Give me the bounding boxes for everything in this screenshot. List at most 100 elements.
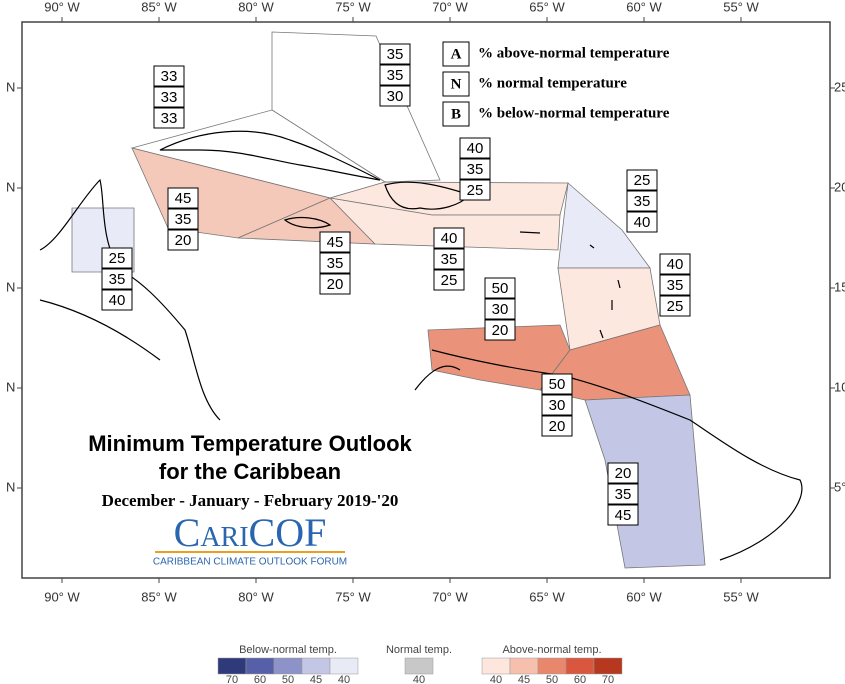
lat-label: 20 <box>834 179 845 194</box>
value-label: 35 <box>615 486 632 503</box>
title-block: Minimum Temperature Outlook for the Cari… <box>88 431 412 568</box>
value-box <box>541 415 573 437</box>
value-box <box>659 253 691 275</box>
value-box <box>459 179 491 201</box>
lon-label: 85° W <box>141 0 177 14</box>
value-box <box>541 394 573 416</box>
lat-label: 5° <box>834 479 845 494</box>
key: A % above-normal temperature N % normal tem… <box>442 41 670 127</box>
value-label: 35 <box>109 271 126 288</box>
colorbar-swatch <box>245 657 275 675</box>
lat-label: N <box>6 79 15 94</box>
axis-labels: 90° W 90° W 85° W 85° W 80° W 80° W 75° W 75° W… <box>6 0 845 604</box>
value-box <box>607 462 639 484</box>
colorbar-swatch <box>509 657 539 675</box>
value-box <box>459 158 491 180</box>
colorbar-swatch <box>565 657 595 675</box>
value-label: 40 <box>441 230 458 247</box>
regions <box>71 31 706 569</box>
value-label: 35 <box>467 161 484 178</box>
value-label: 40 <box>667 256 684 273</box>
lon-label: 70° W <box>432 589 468 604</box>
colorbar-swatch <box>329 657 359 675</box>
value-box <box>484 277 516 299</box>
lon-label: 90° W <box>44 589 80 604</box>
value-box <box>379 85 411 107</box>
colorbar-tick: 50 <box>282 674 294 684</box>
key-text: % normal temperature <box>478 75 627 91</box>
value-box <box>153 107 185 129</box>
value-box <box>101 289 133 311</box>
lon-label: 80° W <box>238 0 274 14</box>
value-label: 33 <box>161 68 178 85</box>
value-box <box>319 273 351 295</box>
colorbar-tick: 45 <box>518 674 530 684</box>
lon-label: 70° W <box>432 0 468 14</box>
lat-label: N <box>6 379 15 394</box>
value-label: 50 <box>492 280 509 297</box>
value-label: 20 <box>175 232 192 249</box>
value-label: 30 <box>492 301 509 318</box>
colorbar-label: Below-normal temp. <box>239 644 337 656</box>
colorbar-label: Normal temp. <box>386 644 452 656</box>
value-box <box>626 169 658 191</box>
value-box <box>101 268 133 290</box>
lon-label: 90° W <box>44 0 80 14</box>
colorbar-tick: 60 <box>254 674 266 684</box>
value-label: 20 <box>327 276 344 293</box>
value-label: 33 <box>161 110 178 127</box>
value-box <box>626 190 658 212</box>
value-label: 20 <box>492 322 509 339</box>
logo: CariCOF <box>174 510 327 555</box>
region <box>328 197 561 251</box>
colorbar-tick: 40 <box>338 674 350 684</box>
lon-label: 75° W <box>335 589 371 604</box>
colorbar-tick: 50 <box>546 674 558 684</box>
value-box <box>167 187 199 209</box>
value-box <box>459 137 491 159</box>
colorbar-swatch <box>301 657 331 675</box>
value-box <box>379 43 411 65</box>
key-text: % below-normal temperature <box>478 105 670 121</box>
value-box <box>433 248 465 270</box>
colorbar-tick: 40 <box>490 674 502 684</box>
value-label: 50 <box>549 376 566 393</box>
colorbar-swatch <box>537 657 567 675</box>
lon-label: 55° W <box>723 0 759 14</box>
value-label: 40 <box>634 214 651 231</box>
subtitle: December - January - February 2019-'20 <box>102 491 399 510</box>
value-box <box>167 208 199 230</box>
value-box <box>607 504 639 526</box>
lat-label: N <box>6 479 15 494</box>
value-box <box>319 252 351 274</box>
lon-label: 80° W <box>238 589 274 604</box>
colorbar-tick: 45 <box>310 674 322 684</box>
value-box <box>167 229 199 251</box>
lon-label: 60° W <box>626 0 662 14</box>
value-label: 33 <box>161 89 178 106</box>
colorbar: Below-normal temp. 70 60 50 45 40 Normal temp.… <box>217 644 623 684</box>
value-label: 35 <box>667 277 684 294</box>
colorbar-swatch <box>217 657 247 675</box>
value-label: 40 <box>467 140 484 157</box>
value-label: 20 <box>549 418 566 435</box>
value-box <box>484 319 516 341</box>
value-box <box>433 269 465 291</box>
value-label: 35 <box>387 67 404 84</box>
value-box <box>541 373 573 395</box>
value-label: 25 <box>667 298 684 315</box>
colorbar-swatch <box>404 657 434 675</box>
lon-label: 85° W <box>141 589 177 604</box>
colorbar-tick: 70 <box>602 674 614 684</box>
value-label: 25 <box>109 250 126 267</box>
region <box>584 394 706 569</box>
colorbar-swatch <box>593 657 623 675</box>
value-label: 45 <box>175 190 192 207</box>
value-label: 40 <box>109 292 126 309</box>
value-label: 45 <box>327 234 344 251</box>
value-label: 25 <box>634 172 651 189</box>
value-label: 30 <box>549 397 566 414</box>
region-labels: 35 35 30 33 33 33 45 35 20 45 35 20 40 35 25 40 35 25 25 35… <box>101 43 691 526</box>
colorbar-tick: 40 <box>413 674 425 684</box>
